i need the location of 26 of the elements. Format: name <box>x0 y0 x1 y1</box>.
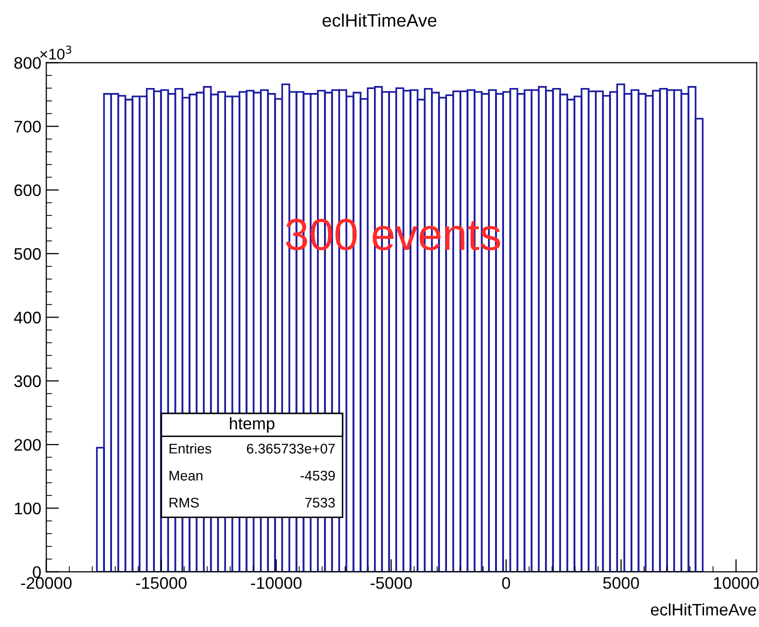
y-tick-label: 500 <box>14 248 41 260</box>
y-tick-label: 700 <box>14 120 41 133</box>
x-tick-label: -15000 <box>136 577 187 589</box>
y-tick-label: 0 <box>32 566 41 578</box>
annotation: RMS <box>170 498 199 508</box>
x-axis-title: eclHitTimeAve <box>650 603 756 616</box>
annotation: Entries <box>170 443 212 454</box>
x-tick-label: 10000 <box>714 577 759 589</box>
y-tick-label: 600 <box>14 184 41 196</box>
annotation: htemp <box>230 417 274 433</box>
y-tick-label: 100 <box>14 502 41 514</box>
text: ×10$^{3}$ <box>40 46 72 60</box>
chart-title: eclHitTimeAve <box>322 14 436 27</box>
x-tick-label: -20000 <box>21 577 72 589</box>
y-tick-label: 400 <box>14 312 41 324</box>
x-tick-label: -10000 <box>251 577 302 589</box>
x-tick-label: -5000 <box>370 577 412 589</box>
annotation: Mean <box>170 470 202 481</box>
x-tick-label: 0 <box>502 577 510 589</box>
y-tick-label: 800 <box>14 57 41 69</box>
x-tick-label: 5000 <box>603 577 639 589</box>
annotation: 7533 <box>305 498 335 508</box>
y-tick-label: 300 <box>14 375 41 388</box>
annotation: 6.365733e+07 <box>246 444 335 454</box>
y-tick-label: 200 <box>14 438 41 451</box>
annotation: -4539 <box>300 470 335 481</box>
